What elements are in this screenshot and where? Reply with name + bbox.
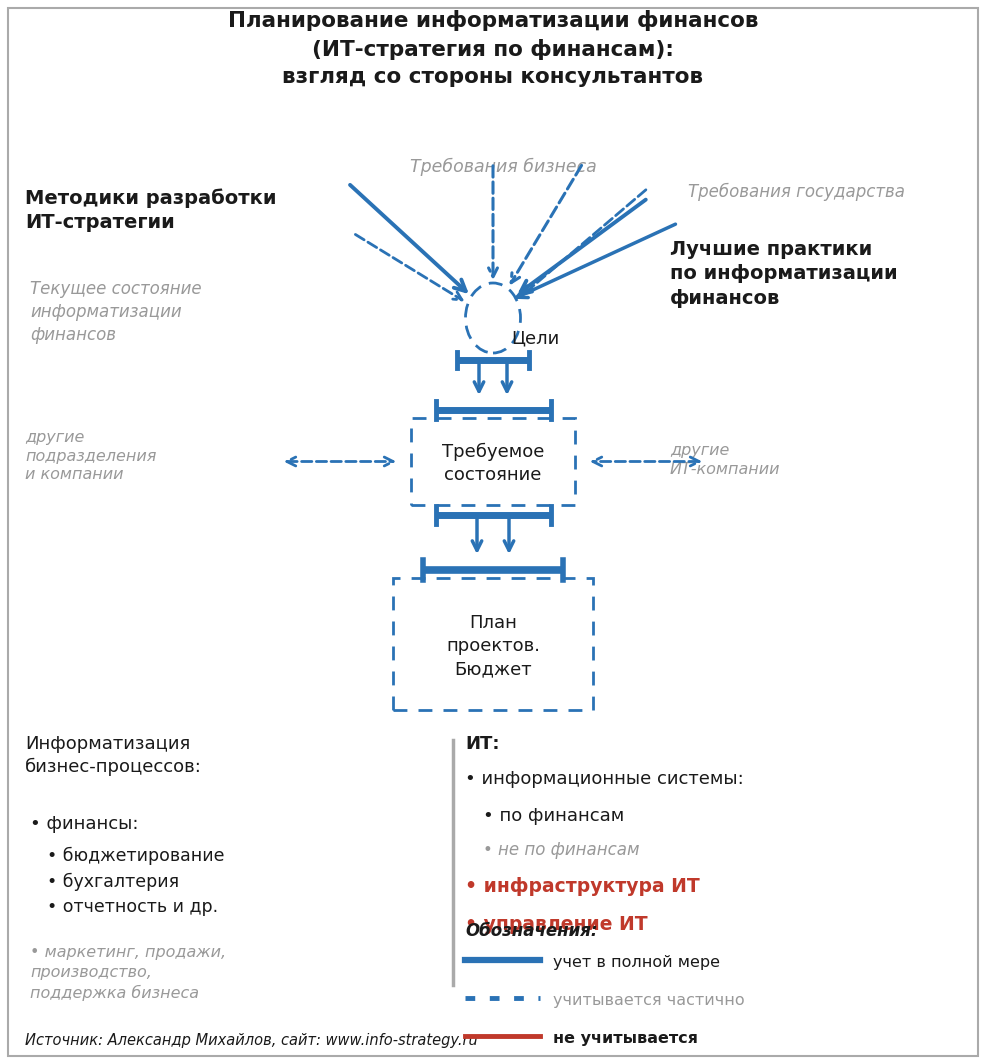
Text: Текущее состояние
информатизации
финансов: Текущее состояние информатизации финансо… <box>30 280 201 344</box>
Text: ИТ:: ИТ: <box>465 735 500 753</box>
Text: Планирование информатизации финансов
(ИТ-стратегия по финансам):
взгляд со сторо: Планирование информатизации финансов (ИТ… <box>228 10 758 87</box>
FancyBboxPatch shape <box>393 578 593 710</box>
Text: Методики разработки
ИТ-стратегии: Методики разработки ИТ-стратегии <box>25 188 276 232</box>
Text: учитывается частично: учитывается частично <box>553 993 744 1008</box>
Text: • информационные системы:: • информационные системы: <box>465 770 743 788</box>
Text: • финансы:: • финансы: <box>30 815 138 833</box>
Text: Требуемое
состояние: Требуемое состояние <box>442 443 544 484</box>
Text: • не по финансам: • не по финансам <box>483 841 640 859</box>
Text: Требования государства: Требования государства <box>688 183 905 201</box>
Text: План
проектов.
Бюджет: План проектов. Бюджет <box>446 614 540 678</box>
Text: Лучшие практики
по информатизации
финансов: Лучшие практики по информатизации финанс… <box>670 240 897 307</box>
Text: Обозначения:: Обозначения: <box>465 922 598 940</box>
Text: Источник: Александр Михайлов, сайт: www.info-strategy.ru: Источник: Александр Михайлов, сайт: www.… <box>25 1033 478 1048</box>
Text: • бюджетирование
• бухгалтерия
• отчетность и др.: • бюджетирование • бухгалтерия • отчетно… <box>47 847 225 916</box>
Text: учет в полной мере: учет в полной мере <box>553 954 720 969</box>
Text: Требования бизнеса: Требования бизнеса <box>409 157 597 177</box>
Text: не учитывается: не учитывается <box>553 1031 698 1046</box>
FancyBboxPatch shape <box>411 418 575 505</box>
Text: • маркетинг, продажи,
производство,
поддержка бизнеса: • маркетинг, продажи, производство, подд… <box>30 945 226 1001</box>
Text: • по финансам: • по финансам <box>483 807 624 825</box>
Text: • управление ИТ: • управление ИТ <box>465 915 648 934</box>
Text: другие
ИТ-компании: другие ИТ-компании <box>670 443 781 477</box>
Text: другие
подразделения
и компании: другие подразделения и компании <box>25 430 157 482</box>
Text: Информатизация
бизнес-процессов:: Информатизация бизнес-процессов: <box>25 735 202 777</box>
Ellipse shape <box>465 283 521 353</box>
Text: Цели: Цели <box>511 329 559 347</box>
Text: • инфраструктура ИТ: • инфраструктура ИТ <box>465 877 700 896</box>
